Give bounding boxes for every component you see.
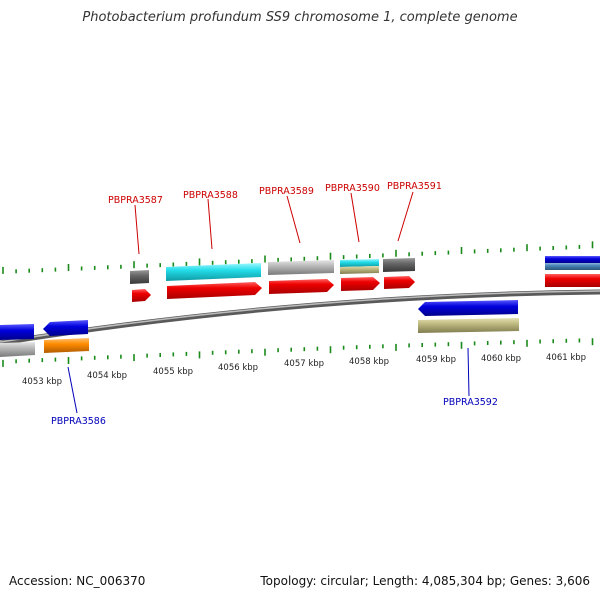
forward-cds[interactable] [269,279,334,294]
forward-cds[interactable] [341,277,380,291]
kbp-label: 4061 kbp [546,353,586,363]
forward-strand-track [130,256,600,302]
lower-tick-row [2,338,594,367]
accession-text: Accession: NC_006370 [9,574,146,588]
leader-PBPRA3590 [350,192,360,243]
gene-label-PBPRA3587[interactable]: PBPRA3587 [108,195,163,206]
leader-PBPRA3592 [467,347,470,397]
feature-khaki[interactable] [418,318,519,333]
gene-label-PBPRA3591[interactable]: PBPRA3591 [387,181,442,192]
kbp-label: 4059 kbp [416,355,456,365]
feature-cyan[interactable] [340,259,379,267]
forward-cds[interactable] [167,282,262,299]
kbp-label: 4060 kbp [481,354,521,364]
feature-dark-gray[interactable] [130,270,149,284]
gene-label-PBPRA3589[interactable]: PBPRA3589 [259,186,314,197]
kbp-label: 4057 kbp [284,359,324,369]
kbp-label: 4053 kbp [22,377,62,387]
gene-label-PBPRA3592[interactable]: PBPRA3592 [443,397,498,408]
feature-orange[interactable] [44,338,89,353]
chromosome-backbone [0,289,600,346]
reverse-strand-track [0,300,519,357]
gene-label-PBPRA3590[interactable]: PBPRA3590 [325,183,380,194]
feature-light-gray[interactable] [0,342,35,357]
gene-label-PBPRA3586[interactable]: PBPRA3586 [51,416,106,427]
feature-cyan[interactable] [166,263,261,281]
leader-PBPRA3589 [286,195,301,244]
label-leader-lines [67,191,470,414]
forward-cds[interactable] [384,276,415,289]
feature-light-gray[interactable] [268,260,334,275]
topology-text: Topology: circular; Length: 4,085,304 bp… [260,574,590,588]
gene-labels: PBPRA3587 PBPRA3588 PBPRA3589 PBPRA3590 … [51,181,498,427]
kbp-label: 4058 kbp [349,357,389,367]
forward-cds[interactable] [132,289,151,302]
upper-tick-row [2,241,594,274]
kbp-scale-labels: 4053 kbp 4054 kbp 4055 kbp 4056 kbp 4057… [22,353,586,387]
gene-label-PBPRA3588[interactable]: PBPRA3588 [183,190,238,201]
kbp-label: 4055 kbp [153,367,193,377]
leader-PBPRA3591 [397,191,414,242]
feature-dark-gray[interactable] [383,258,415,272]
reverse-cds[interactable] [418,300,518,316]
map-title: Photobacterium profundum SS9 chromosome … [82,10,518,25]
kbp-label: 4054 kbp [87,371,127,381]
forward-cds[interactable] [545,274,600,287]
chromosome-backbone-highlight [0,290,600,343]
reverse-cds[interactable] [43,320,88,336]
feature-khaki[interactable] [340,266,379,274]
feature-steelblue[interactable] [545,263,600,270]
leader-PBPRA3587 [134,204,140,255]
kbp-label: 4056 kbp [218,363,258,373]
reverse-cds[interactable] [0,324,34,340]
leader-PBPRA3588 [207,198,213,250]
reverse-cds[interactable] [545,256,600,263]
leader-PBPRA3586 [67,366,78,414]
